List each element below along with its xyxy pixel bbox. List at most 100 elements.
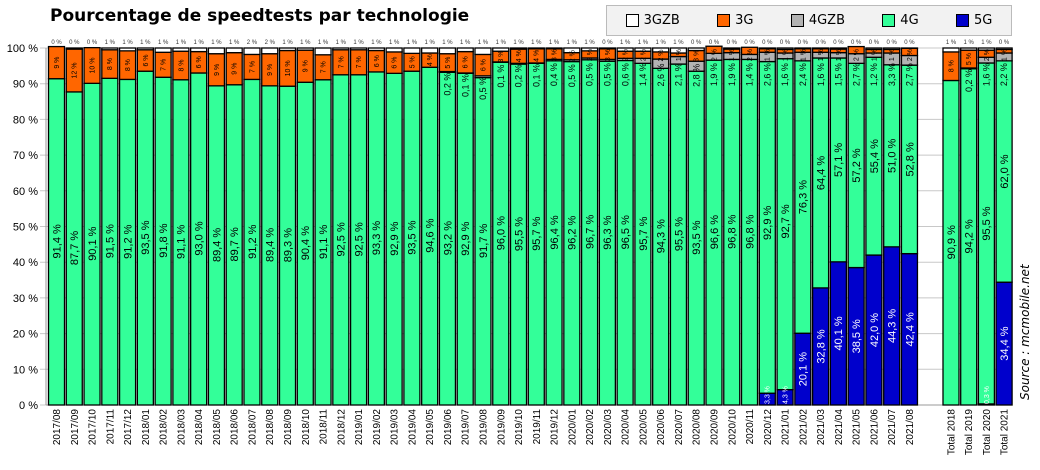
x-tick-label: 2020/10	[727, 409, 738, 446]
x-tick-label: 2018/02	[159, 409, 170, 446]
data-label-3gzb: 0 %	[869, 40, 880, 46]
data-label-3g: 6 %	[463, 56, 470, 68]
data-label-3gzb: 1 %	[300, 40, 311, 46]
data-label-4g: 93,2 %	[442, 221, 454, 255]
data-label-5g: 44,3 %	[887, 309, 899, 343]
data-label-3g: 5 %	[445, 57, 452, 69]
data-label-4g: 94,3 %	[656, 219, 668, 253]
data-label-4g: 89,4 %	[265, 228, 277, 262]
data-label-3gzb: 0 %	[709, 40, 720, 46]
data-label-4gzb: 2,7 %	[851, 63, 861, 86]
data-label-4g: 93,5 %	[140, 220, 152, 254]
bar-segment-3g	[47, 45, 66, 80]
data-label-4g: 96,6 %	[709, 215, 721, 249]
data-label-3g: 9 %	[303, 60, 310, 72]
data-label-3g: 7 %	[249, 61, 256, 73]
data-label-4g: 57,1 %	[833, 143, 845, 177]
data-label-4g: 64,4 %	[815, 156, 827, 190]
legend-label: 3GZB	[643, 13, 680, 28]
data-label-3g: 12 %	[72, 63, 79, 79]
bar-segment-3gzb	[261, 47, 279, 55]
data-label-4g: 92,5 %	[353, 222, 365, 256]
data-label-3gzb: 1 %	[981, 40, 992, 46]
data-label-3gzb: 0 %	[762, 40, 773, 46]
y-tick-label: 60 %	[13, 186, 38, 198]
data-label-3g: 4 %	[534, 50, 541, 62]
data-label-3gzb: 1 %	[531, 40, 542, 46]
bar-segment-3gzb	[811, 47, 830, 50]
y-tick-label: 40 %	[13, 257, 38, 269]
x-tick-label: 2019/04	[407, 409, 418, 446]
bar-segment-3g	[83, 46, 101, 84]
bar-segment-3gzb	[243, 47, 261, 56]
bar-segment-3gzb	[332, 47, 350, 51]
data-label-3g: 6 %	[392, 57, 399, 69]
data-label-4g: 95,5 %	[673, 217, 685, 251]
legend-item-5g: 5G	[955, 13, 992, 28]
x-tick-label: 2018/01	[141, 409, 152, 446]
data-label-4gzb: 2,4 %	[798, 63, 808, 86]
x-tick-label: 2021/01	[781, 409, 792, 446]
x-tick-label: 2020/01	[567, 409, 578, 446]
bar-segment-3gzb	[474, 47, 492, 56]
bar-segment-3gzb	[616, 47, 634, 52]
x-tick-label: 2019/12	[550, 409, 561, 446]
data-label-3gzb: 2 %	[265, 40, 276, 46]
data-label-3g: 5 %	[409, 56, 416, 68]
data-label-3g: 4 %	[427, 54, 434, 66]
data-label-5g: 40,1 %	[833, 316, 845, 350]
data-label-4g: 89,3 %	[282, 228, 294, 262]
data-label-4g: 96,8 %	[727, 214, 739, 248]
data-label-4g: 96,4 %	[549, 215, 561, 249]
data-label-3g: 9 %	[232, 63, 239, 75]
data-label-4g: 96,2 %	[567, 215, 579, 249]
data-label-3g: 6 %	[196, 56, 203, 68]
data-label-3gzb: 1 %	[211, 40, 222, 46]
data-label-3gzb: 1 %	[140, 40, 151, 46]
data-label-3g: 7 %	[161, 59, 168, 71]
bar-segment-3gzb	[545, 47, 563, 50]
bar-segment-3gzb	[207, 47, 226, 55]
data-label-3gzb: 1 %	[176, 40, 187, 46]
data-label-3gzb: 0 %	[904, 40, 915, 46]
data-label-3gzb: 0 %	[51, 40, 62, 46]
data-label-4g: 96,0 %	[496, 216, 508, 250]
data-label-4gzb: 2,1 %	[674, 63, 684, 86]
data-label-3gzb: 1 %	[318, 40, 329, 46]
data-label-3g: 8 %	[125, 59, 132, 71]
legend-swatch-3g	[717, 14, 731, 27]
data-label-3gzb: 0 %	[833, 40, 844, 46]
legend-item-4gzb: 4GZB	[790, 13, 845, 28]
data-label-4g: 90,9 %	[946, 225, 958, 259]
data-label-4g: 91,2 %	[122, 224, 134, 258]
x-tick-label: Total 2021	[1000, 409, 1011, 456]
x-tick-label: 2021/05	[852, 409, 863, 446]
x-tick-label: 2018/03	[176, 409, 187, 446]
data-label-3g: 1 %	[729, 49, 736, 61]
data-label-3g: 7 %	[338, 56, 345, 68]
data-label-5g: 38,5 %	[851, 319, 863, 353]
data-label-3g: 2 %	[658, 49, 665, 61]
data-label-4g: 93,0 %	[194, 221, 206, 255]
bar-segment-3g	[847, 45, 865, 55]
bar-segment-3gzb	[942, 47, 960, 53]
bar-segment-3gzb	[883, 47, 901, 51]
data-label-4g: 55,4 %	[869, 139, 881, 173]
data-label-4gzb: 1,4 %	[745, 63, 755, 86]
legend: 3GZB 3G 4GZB 4G 5G	[606, 5, 1012, 36]
data-label-4g: 91,7 %	[478, 223, 490, 257]
x-tick-label: 2020/02	[585, 409, 596, 446]
data-label-3g: 1 %	[676, 49, 683, 61]
legend-label: 4GZB	[808, 13, 845, 28]
data-label-3g: 4 %	[516, 50, 523, 62]
data-label-4g: 91,1 %	[318, 225, 330, 259]
bar-segment-3gzb	[438, 47, 457, 55]
x-tick-label: 2019/06	[443, 409, 454, 446]
data-label-4g: 96,3 %	[602, 215, 614, 249]
data-label-3g: 3 %	[498, 51, 505, 63]
bar-segment-3gzb	[776, 47, 794, 51]
data-label-4gzb: 1,2 %	[869, 63, 879, 86]
data-label-3g: 1 %	[836, 49, 843, 61]
data-label-4g: 95,7 %	[638, 216, 650, 250]
x-tick-label: 2020/07	[674, 409, 685, 446]
